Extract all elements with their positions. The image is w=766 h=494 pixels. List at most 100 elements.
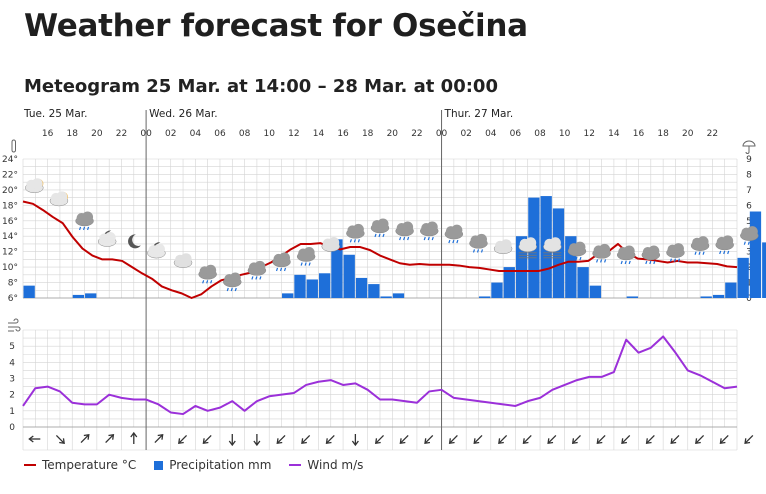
rain-drop bbox=[275, 267, 279, 272]
wind-arrow-shaft bbox=[326, 435, 335, 443]
cloud-shape bbox=[697, 236, 709, 248]
legend-temperature-swatch bbox=[24, 464, 36, 466]
wind-direction-arrow-icon bbox=[301, 435, 311, 445]
partly-cloudy-sun-icon bbox=[25, 178, 44, 194]
hour-tick-label: 22 bbox=[411, 129, 422, 139]
cloud-rain-icon bbox=[592, 243, 611, 263]
wind-arrow-shaft bbox=[646, 435, 655, 443]
wind-arrow-head bbox=[645, 438, 652, 445]
cloud-rain-icon bbox=[740, 226, 759, 245]
rain-drop bbox=[624, 260, 627, 265]
rain-drop bbox=[645, 260, 648, 265]
wind-direction-arrow-icon bbox=[645, 435, 655, 445]
hour-tick-label: 18 bbox=[657, 129, 669, 139]
wind-arrow-head bbox=[695, 438, 701, 445]
wind-arrow-head bbox=[253, 440, 261, 447]
wind-direction-arrow-icon bbox=[105, 433, 115, 443]
wind-arrow-shaft bbox=[572, 435, 581, 443]
wind-direction-arrow-icon bbox=[547, 435, 557, 445]
rain-drop bbox=[452, 239, 455, 244]
wind-direction-arrow-icon bbox=[130, 431, 138, 444]
hour-tick-label: 20 bbox=[387, 129, 399, 139]
page-title: Weather forecast for Osečina bbox=[24, 8, 528, 44]
wind-arrow-shaft bbox=[548, 435, 557, 443]
precipitation-axis-label: 6 bbox=[746, 201, 752, 211]
precipitation-axis-label: 0 bbox=[746, 294, 752, 304]
rain-drop bbox=[279, 267, 283, 272]
rain-drop bbox=[78, 226, 82, 231]
cloud-shape bbox=[623, 245, 635, 257]
wind-direction-arrow-icon bbox=[473, 435, 483, 445]
rain-drop bbox=[300, 262, 303, 266]
wind-direction-arrow-icon bbox=[596, 435, 606, 445]
cloud-shape bbox=[574, 241, 586, 253]
wind-direction-arrow-icon bbox=[351, 434, 359, 447]
legend-wind-label: Wind m/s bbox=[307, 458, 364, 472]
precipitation-bar bbox=[491, 282, 503, 298]
rain-drop bbox=[206, 280, 209, 284]
wind-axis-label: 2 bbox=[9, 391, 15, 401]
rain-drop bbox=[702, 251, 705, 255]
cloud-shape bbox=[500, 239, 512, 251]
precipitation-axis-label: 9 bbox=[746, 155, 752, 165]
hour-tick-label: 02 bbox=[165, 129, 176, 139]
precipitation-bar bbox=[23, 285, 35, 298]
hour-tick-label: 08 bbox=[534, 129, 546, 139]
precipitation-bar bbox=[725, 282, 737, 298]
moon-shape bbox=[128, 234, 141, 249]
rain-drop bbox=[234, 287, 237, 292]
wind-arrow-head bbox=[621, 438, 628, 445]
wind-axis-label: 0 bbox=[9, 423, 15, 433]
hour-tick-label: 14 bbox=[313, 129, 325, 139]
rain-drop bbox=[378, 233, 381, 238]
rain-drop bbox=[596, 259, 599, 263]
cloud-shape bbox=[475, 233, 487, 245]
precipitation-bar bbox=[380, 296, 392, 298]
cloud-rain-icon bbox=[223, 272, 242, 292]
moon-cloud-icon bbox=[97, 230, 117, 247]
precipitation-bar bbox=[306, 279, 318, 298]
hour-tick-label: 10 bbox=[263, 129, 275, 139]
wind-arrow-head bbox=[547, 438, 554, 445]
precipitation-bar bbox=[368, 284, 380, 298]
hour-tick-label: 10 bbox=[559, 129, 571, 139]
wind-arrow-shaft bbox=[400, 435, 409, 443]
precipitation-bar bbox=[331, 239, 343, 298]
hour-tick-label: 08 bbox=[239, 129, 251, 139]
wind-arrow-head bbox=[670, 438, 677, 445]
wind-arrow-head bbox=[301, 438, 307, 445]
wind-arrow-shaft bbox=[745, 435, 754, 443]
precipitation-bar bbox=[552, 208, 565, 298]
rain-drop bbox=[677, 258, 681, 262]
cloud-shape bbox=[402, 221, 414, 233]
rain-drop bbox=[698, 251, 701, 255]
wind-icon bbox=[8, 318, 21, 332]
wind-direction-arrow-icon bbox=[571, 435, 581, 445]
rain-drop bbox=[579, 256, 582, 261]
wind-direction-arrow-icon bbox=[276, 435, 286, 445]
rain-drop bbox=[349, 239, 352, 243]
rain-drop bbox=[669, 258, 673, 262]
wind-axis-label: 1 bbox=[9, 407, 15, 417]
wind-arrow-head bbox=[522, 438, 529, 445]
rain-drop bbox=[604, 259, 607, 263]
precipitation-bar bbox=[565, 236, 577, 298]
wind-arrow-head bbox=[228, 440, 236, 447]
wind-arrow-shaft bbox=[622, 435, 631, 443]
wind-direction-arrow-icon bbox=[670, 435, 680, 445]
moon-icon bbox=[128, 234, 141, 249]
rain-drop bbox=[743, 241, 746, 245]
rain-drop bbox=[571, 256, 574, 261]
rain-drop bbox=[403, 236, 406, 241]
precipitation-bar bbox=[478, 296, 491, 298]
temperature-axis-label: 8° bbox=[8, 279, 18, 289]
legend-temperature-label: Temperature °C bbox=[42, 458, 137, 472]
cloud-shape bbox=[599, 243, 611, 255]
rain-drop bbox=[694, 251, 697, 255]
wind-arrow-head bbox=[83, 433, 90, 440]
hour-tick-label: 02 bbox=[460, 129, 471, 139]
wind-arrow-shaft bbox=[671, 435, 680, 443]
wind-arrow-shaft bbox=[80, 435, 89, 443]
precipitation-bar bbox=[318, 273, 331, 298]
wind-arrow-shaft bbox=[179, 435, 188, 443]
